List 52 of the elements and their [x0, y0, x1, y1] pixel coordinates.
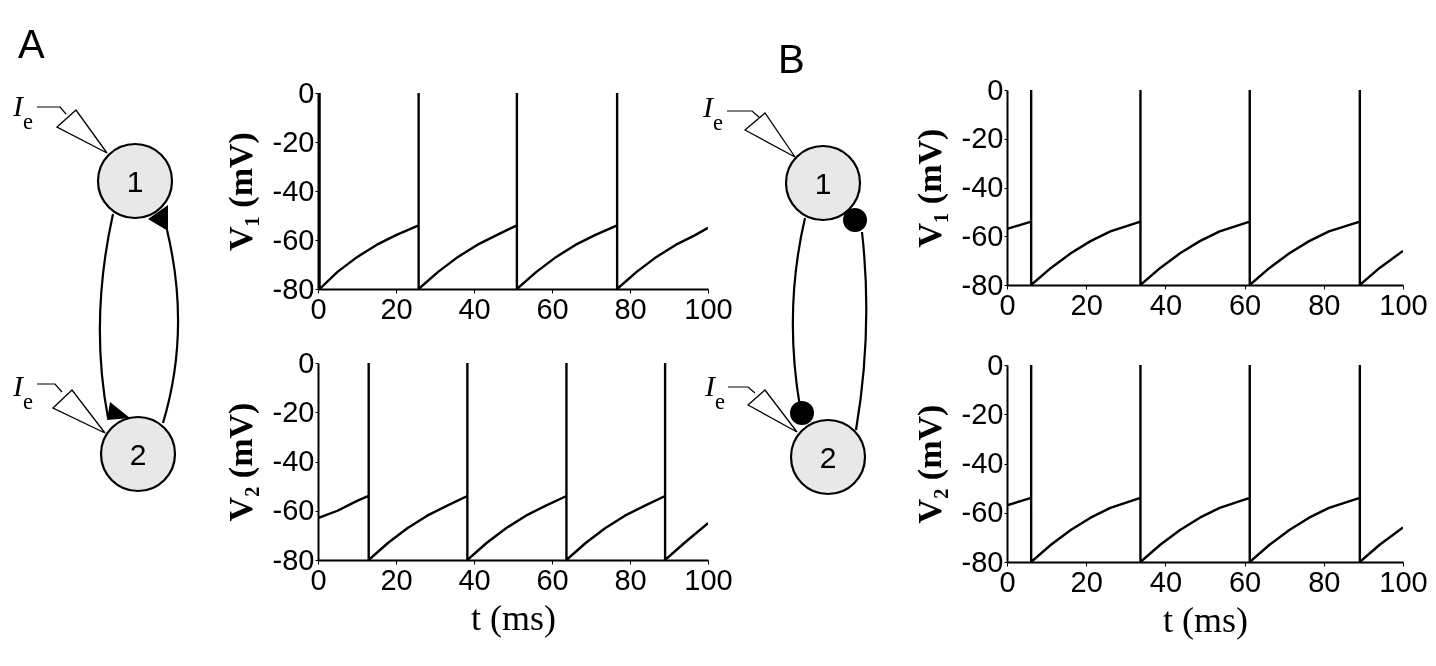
y-tick-label: -40 [272, 174, 315, 207]
text: 1 [126, 165, 144, 198]
x-tick-label: 80 [1308, 288, 1341, 321]
y-tick-label: 0 [987, 348, 1004, 381]
x-tick-label: 40 [1149, 565, 1183, 598]
y-tick-label: -60 [961, 219, 1004, 252]
x-tick-label: 20 [380, 292, 413, 325]
x-tick-label: 100 [684, 292, 733, 325]
y-tick-label: 0 [987, 73, 1004, 106]
y-axis-title: V₂ (mV) [910, 404, 949, 524]
x-tick-label: 60 [1228, 565, 1262, 598]
text: 2 [129, 438, 147, 471]
y-tick-label: -20 [272, 395, 315, 428]
x-tick-label: 80 [1308, 565, 1341, 598]
annotation: I$_{e}$ [702, 90, 723, 135]
text: I$_{e}$ [12, 369, 33, 414]
y-tick-label: -40 [961, 447, 1004, 479]
text: 2 [819, 441, 837, 474]
annotation: I$_{e}$ [704, 369, 725, 414]
x-tick-label: 100 [684, 563, 733, 596]
x-tick-label: 40 [458, 292, 491, 325]
x-tick-label: 20 [1070, 288, 1103, 321]
x-tick-label: 60 [536, 563, 569, 596]
y-axis-title: V₁ (mV) [910, 128, 949, 248]
y-tick-label: -40 [961, 171, 1004, 203]
text: 1 [814, 167, 832, 200]
x-tick-label: 80 [614, 292, 647, 325]
text: I$_{e}$ [12, 89, 33, 134]
y-tick-label: 0 [298, 76, 315, 109]
x-axis-title: t (ms) [1163, 599, 1248, 640]
x-axis-title: t (ms) [471, 597, 556, 638]
y-tick-label: -60 [272, 223, 315, 256]
y-axis-title: V₂ (mV) [221, 402, 260, 522]
x-tick-label: 100 [1379, 288, 1428, 321]
y-tick-label: -20 [961, 397, 1004, 430]
x-tick-label: 40 [1149, 288, 1183, 321]
y-tick-label: -20 [272, 125, 315, 158]
x-tick-label: 100 [1379, 565, 1428, 598]
x-tick-label: 60 [1228, 288, 1262, 321]
x-tick-label: 20 [380, 563, 413, 596]
y-tick-label: 0 [298, 346, 315, 379]
x-tick-label: 20 [1070, 565, 1103, 598]
y-tick-label: -60 [272, 494, 315, 527]
y-tick-label: -60 [961, 496, 1004, 529]
x-tick-label: 80 [614, 563, 647, 596]
y-tick-label: -40 [272, 445, 315, 477]
y-tick-label: -20 [961, 122, 1004, 155]
chart-title: A [18, 22, 45, 66]
y-axis-title: V₁ (mV) [221, 132, 260, 251]
x-tick-label: 60 [536, 292, 569, 325]
x-tick-label: 40 [458, 563, 491, 596]
chart-title: B [778, 37, 805, 81]
